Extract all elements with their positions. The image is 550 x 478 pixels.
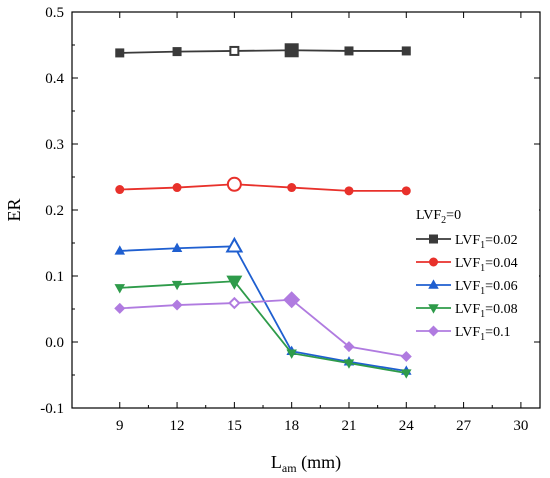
data-point: [343, 341, 355, 353]
legend-label-sub: 1: [480, 263, 485, 274]
x-axis-label-unit: (mm): [297, 452, 342, 473]
legend-marker: [429, 234, 438, 244]
x-axis-label-main: L: [271, 452, 282, 472]
data-point: [114, 245, 126, 255]
y-tick-label: -0.1: [40, 401, 64, 417]
data-point: [284, 43, 299, 58]
legend-label-main: LVF: [455, 256, 480, 271]
legend-label: LVF1=0.04: [455, 256, 518, 274]
y-tick-label: 0.1: [45, 269, 64, 285]
series-4: [114, 275, 412, 379]
legend-marker: [428, 279, 439, 289]
x-tick-label: 21: [341, 418, 356, 434]
legend-label-rest: =0.1: [485, 325, 510, 340]
y-axis-label: ER: [4, 198, 24, 221]
legend-marker: [428, 304, 439, 314]
y-tick-label: 0.5: [45, 5, 64, 21]
data-point: [228, 296, 241, 310]
legend-entry: LVF1=0.06: [416, 279, 518, 297]
data-point: [114, 284, 126, 294]
data-point: [171, 299, 183, 311]
series-line: [119, 280, 407, 374]
legend-label: LVF1=0.08: [455, 302, 518, 320]
data-point: [401, 186, 411, 196]
legend-title-main: LVF: [416, 208, 441, 223]
y-tick-label: 0.3: [45, 137, 64, 153]
legend-title-sub: 2: [441, 215, 446, 226]
data-point: [115, 185, 125, 195]
legend-marker: [429, 257, 438, 267]
data-point: [172, 47, 182, 57]
legend-marker: [427, 325, 440, 337]
legend-label: LVF1=0.02: [455, 233, 518, 251]
data-point: [344, 46, 354, 56]
legend-label-main: LVF: [455, 233, 480, 248]
x-tick-label: 15: [227, 418, 242, 434]
legend-background: [413, 203, 539, 340]
x-tick-label: 30: [513, 418, 528, 434]
series-2: [115, 176, 411, 196]
data-point: [229, 45, 240, 56]
data-point: [114, 302, 126, 314]
legend-label-main: LVF: [455, 279, 480, 294]
legend-title-rest: =0: [446, 208, 461, 223]
legend-label-main: LVF: [455, 302, 480, 317]
legend-label-main: LVF: [455, 325, 480, 340]
series-line: [119, 49, 407, 54]
legend-label: LVF1=0.06: [455, 279, 518, 297]
legend-entry: LVF1=0.04: [416, 256, 518, 274]
data-point: [171, 280, 183, 291]
series-5: [114, 291, 412, 363]
x-tick-label: 9: [116, 418, 124, 434]
legend-entry: LVF1=0.08: [416, 302, 518, 320]
data-point: [401, 46, 411, 56]
x-axis-label: Lam (mm): [271, 452, 341, 475]
y-tick-label: 0.0: [45, 335, 64, 351]
legend-label-rest: =0.04: [485, 256, 517, 271]
data-point: [283, 291, 301, 309]
x-tick-label: 12: [170, 418, 185, 434]
data-point: [401, 369, 412, 379]
data-point: [115, 48, 125, 58]
data-point: [225, 236, 244, 253]
legend-label-sub: 1: [480, 332, 485, 343]
legend-entry: LVF1=0.02: [416, 233, 518, 251]
series-line: [119, 183, 407, 192]
legend-title: LVF2=0: [416, 208, 461, 226]
legend: LVF2=0LVF1=0.02LVF1=0.04LVF1=0.06LVF1=0.…: [413, 203, 539, 343]
data-point: [343, 359, 355, 369]
x-axis-label-sub: am: [282, 461, 297, 475]
legend-label-sub: 1: [480, 240, 485, 251]
series-line: [119, 245, 407, 372]
data-point: [171, 242, 183, 252]
x-tick-label: 24: [399, 418, 415, 434]
legend-label-rest: =0.02: [485, 233, 517, 248]
axis-ticks: 9 12 15 18 21 24 27 30-0.10.00.10.20.30.40.5: [40, 5, 540, 434]
y-tick-label: 0.2: [45, 203, 64, 219]
data-point: [344, 186, 354, 196]
data-point: [286, 349, 297, 359]
legend-label-sub: 1: [480, 286, 485, 297]
data-point: [172, 183, 182, 193]
legend-label-sub: 1: [480, 309, 485, 320]
y-tick-label: 0.4: [45, 71, 64, 87]
data-point: [400, 351, 412, 363]
data-point: [226, 275, 243, 290]
legend-label: LVF1=0.1: [455, 325, 511, 343]
legend-entry: LVF1=0.1: [416, 325, 511, 343]
series-layer: [114, 43, 412, 379]
series-line: [119, 298, 407, 358]
data-point: [287, 183, 297, 193]
series-1: [115, 43, 411, 58]
legend-label-rest: =0.06: [485, 279, 517, 294]
legend-label-rest: =0.08: [485, 302, 517, 317]
data-point: [226, 176, 242, 192]
x-tick-label: 27: [456, 418, 472, 434]
x-tick-label: 18: [284, 418, 299, 434]
